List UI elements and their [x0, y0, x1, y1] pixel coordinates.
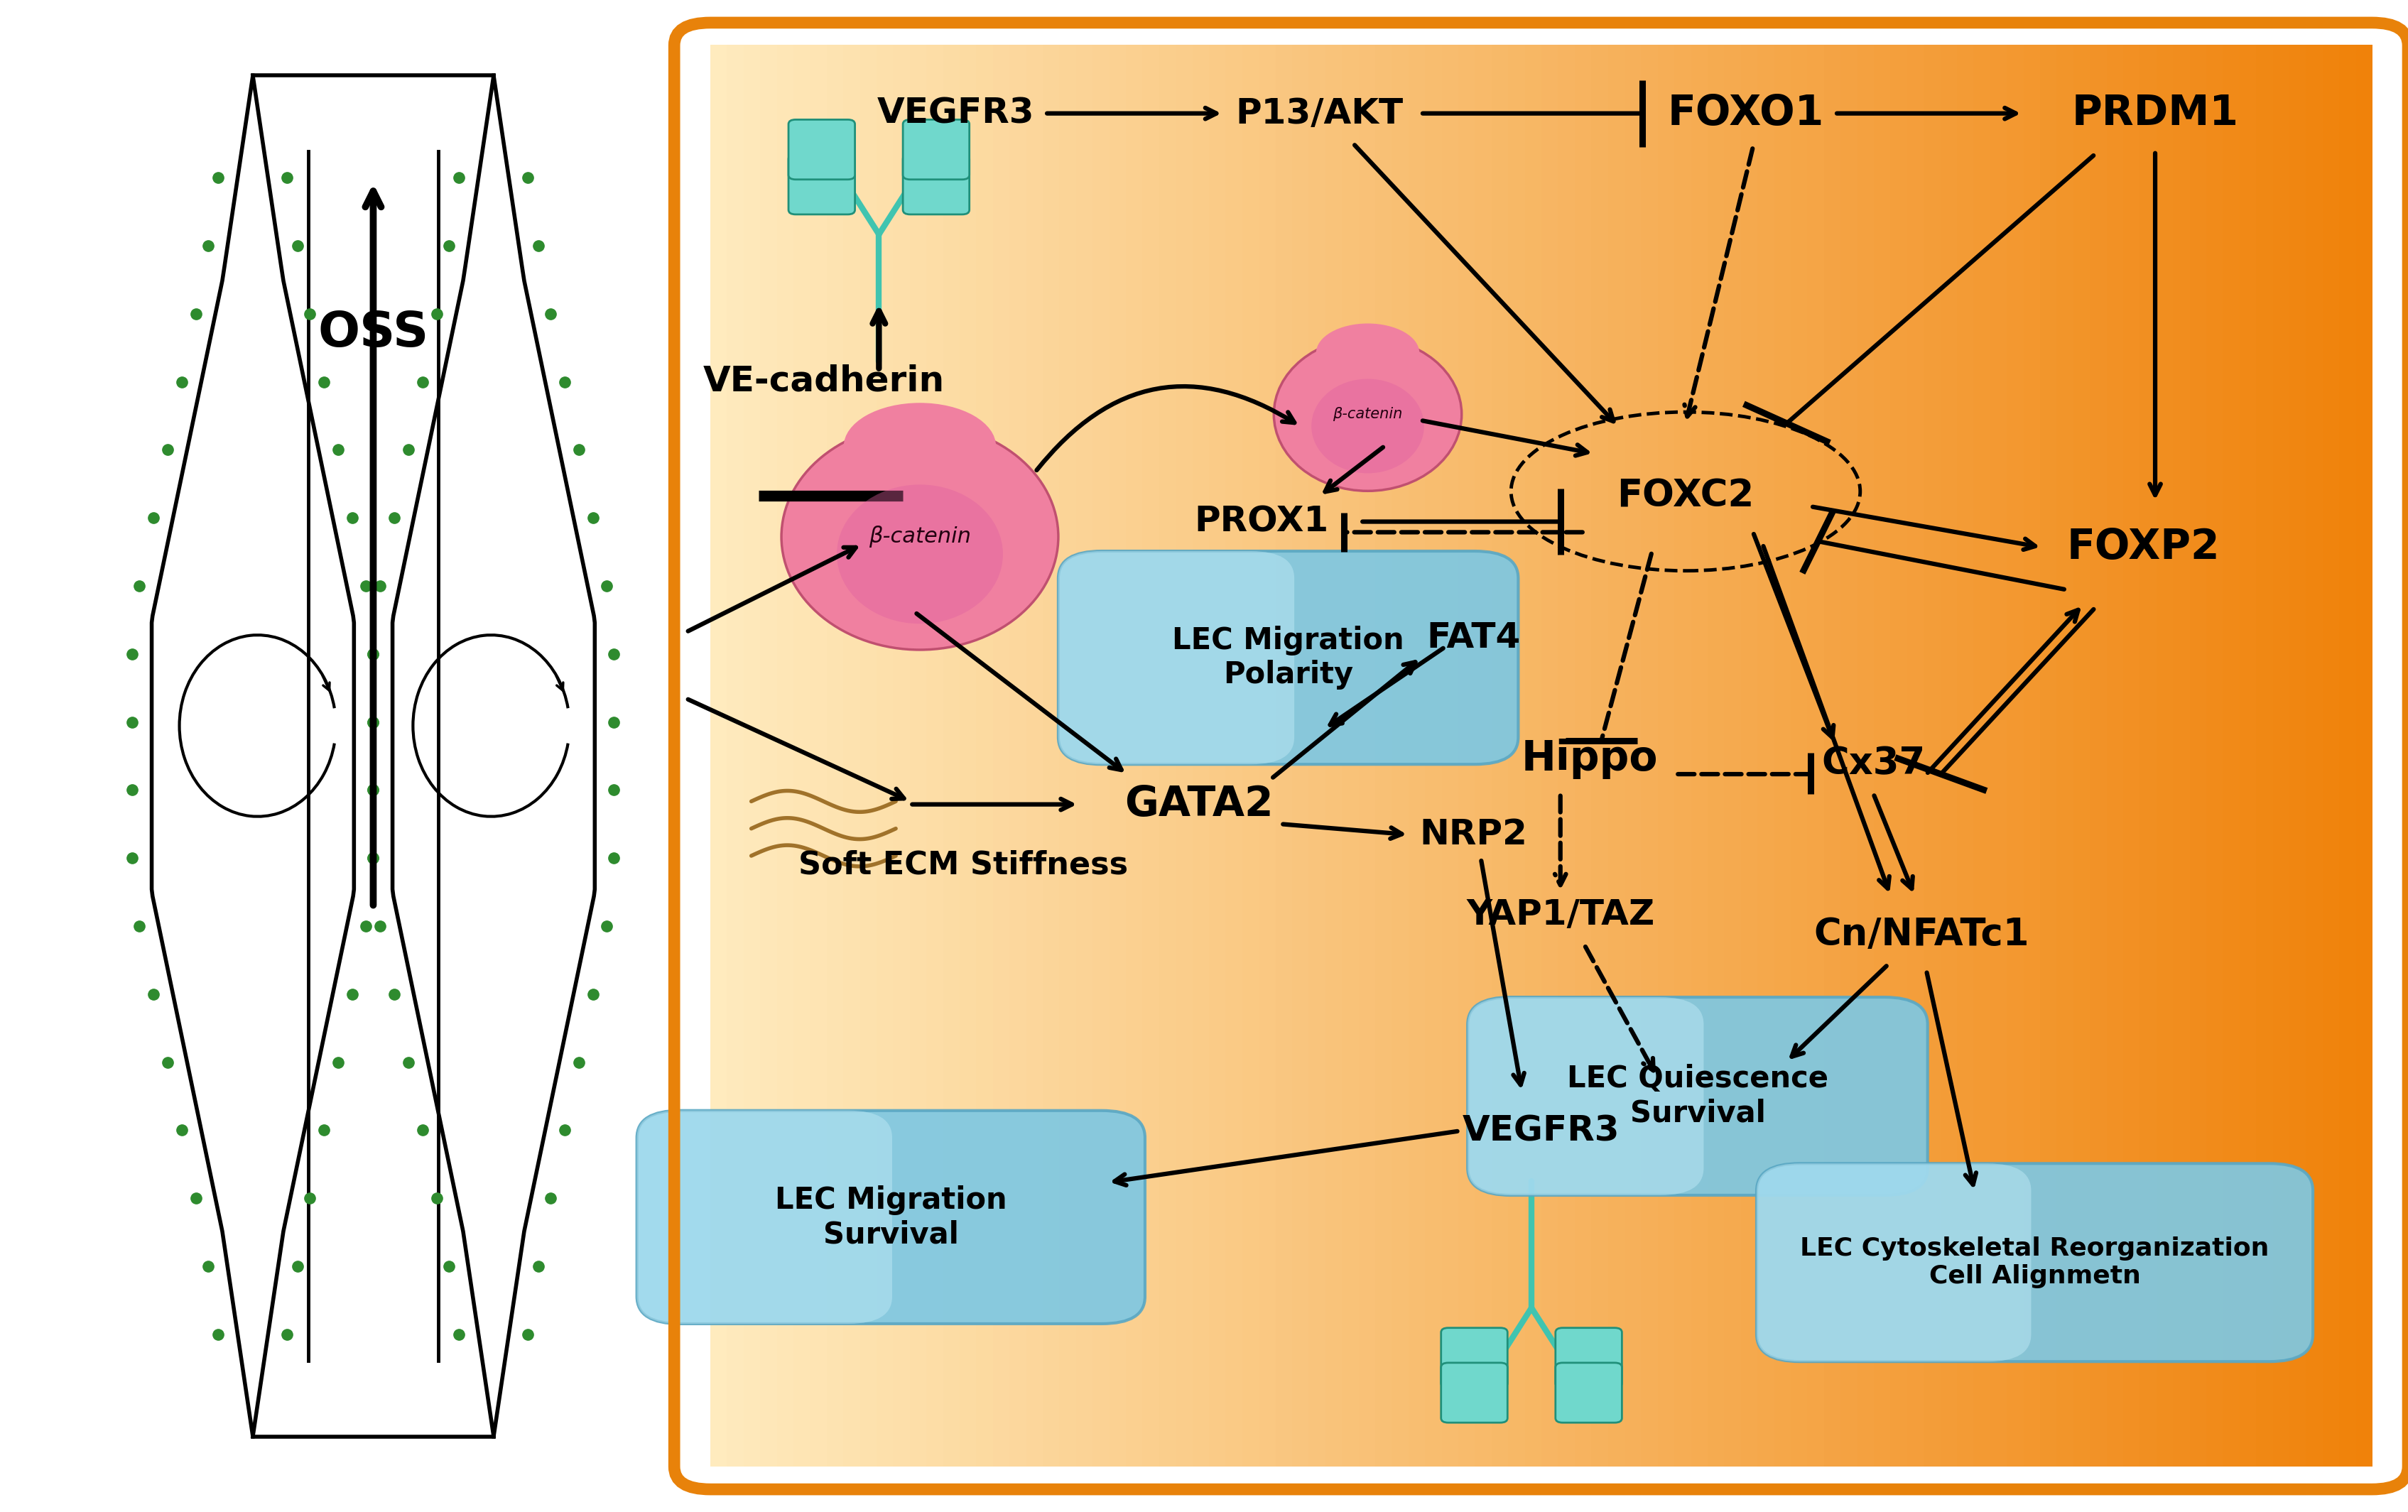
FancyBboxPatch shape [1466, 998, 1926, 1194]
Ellipse shape [1317, 324, 1418, 383]
Text: LEC Migration
Survival: LEC Migration Survival [775, 1185, 1007, 1249]
FancyBboxPatch shape [1755, 1164, 2030, 1361]
Ellipse shape [843, 402, 997, 490]
FancyBboxPatch shape [787, 119, 855, 180]
Text: VEGFR3: VEGFR3 [877, 97, 1035, 130]
Text: Cn/NFATc1: Cn/NFATc1 [1813, 916, 2030, 953]
FancyBboxPatch shape [903, 154, 970, 215]
Text: β-catenin: β-catenin [1332, 407, 1404, 422]
Text: PRDM1: PRDM1 [2071, 94, 2239, 133]
FancyBboxPatch shape [1556, 1328, 1623, 1388]
Text: LEC Migration
Polarity: LEC Migration Polarity [1173, 626, 1404, 689]
Text: FOXC2: FOXC2 [1616, 478, 1755, 514]
Ellipse shape [780, 423, 1060, 650]
FancyBboxPatch shape [1755, 1164, 2312, 1361]
Text: FOXP2: FOXP2 [2066, 528, 2220, 567]
Text: LEC Cytoskeletal Reorganization
Cell Alignmetn: LEC Cytoskeletal Reorganization Cell Ali… [1801, 1237, 2268, 1288]
Text: VE-cadherin: VE-cadherin [703, 364, 944, 398]
FancyBboxPatch shape [1556, 1362, 1623, 1423]
Text: YAP1/TAZ: YAP1/TAZ [1466, 898, 1654, 931]
Text: Soft ECM Stiffness: Soft ECM Stiffness [799, 850, 1127, 880]
Text: FOXO1: FOXO1 [1669, 94, 1823, 133]
Text: β-catenin: β-catenin [869, 526, 970, 547]
FancyBboxPatch shape [1440, 1362, 1507, 1423]
Ellipse shape [1312, 380, 1423, 473]
Ellipse shape [1274, 337, 1462, 491]
Text: LEC Quiescence
Survival: LEC Quiescence Survival [1568, 1064, 1828, 1128]
FancyBboxPatch shape [1060, 552, 1517, 765]
Text: FAT4: FAT4 [1426, 621, 1522, 655]
Text: Hippo: Hippo [1522, 739, 1657, 779]
Text: Cx37: Cx37 [1820, 745, 1926, 782]
FancyBboxPatch shape [903, 119, 970, 180]
FancyBboxPatch shape [1466, 998, 1702, 1194]
FancyBboxPatch shape [636, 1110, 891, 1325]
Text: VEGFR3: VEGFR3 [1462, 1114, 1621, 1148]
FancyBboxPatch shape [787, 154, 855, 215]
Text: GATA2: GATA2 [1125, 785, 1274, 824]
FancyBboxPatch shape [1440, 1328, 1507, 1388]
Text: NRP2: NRP2 [1421, 818, 1527, 851]
Ellipse shape [838, 484, 1002, 623]
Text: PROX1: PROX1 [1194, 505, 1329, 538]
FancyBboxPatch shape [636, 1110, 1144, 1325]
Text: OSS: OSS [318, 308, 429, 357]
Text: P13/AKT: P13/AKT [1235, 97, 1404, 130]
FancyBboxPatch shape [1060, 552, 1296, 765]
